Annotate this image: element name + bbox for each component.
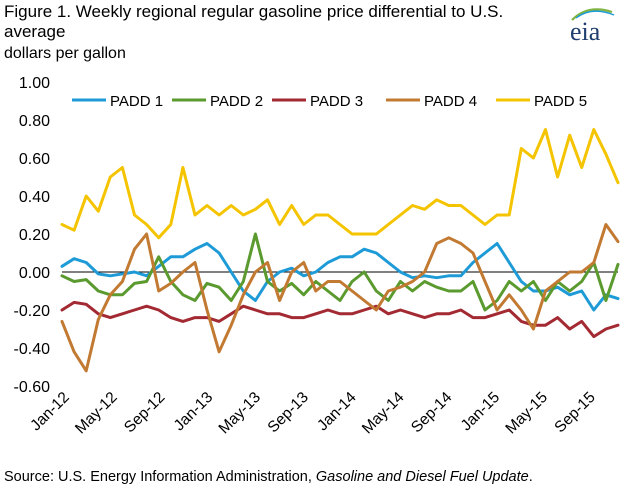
legend-label: PADD 5 (534, 93, 587, 110)
legend-label: PADD 3 (310, 93, 363, 110)
x-tick-label: May-13 (216, 389, 265, 438)
eia-logo: eia (570, 8, 615, 46)
series-group (60, 128, 620, 373)
legend-label: PADD 4 (424, 93, 477, 110)
y-tick-label: 0.00 (19, 265, 50, 282)
x-tick-label: Sep-15 (551, 389, 598, 436)
y-axis-unit-label: dollars per gallon (4, 45, 126, 62)
legend-label: PADD 1 (110, 93, 163, 110)
source-note: Source: U.S. Energy Information Administ… (4, 468, 533, 486)
x-tick-label: Jan-13 (171, 389, 217, 435)
x-tick-label: Sep-14 (408, 389, 456, 437)
y-tick-label: 1.00 (19, 75, 50, 92)
x-tick-label: May-14 (359, 389, 408, 438)
logo-swoosh-icon (571, 8, 613, 21)
legend: PADD 1 PADD 2 PADD 3 PADD 4 PADD 5 (72, 93, 587, 110)
y-tick-label: -0.20 (14, 303, 51, 320)
y-tick-label: 0.20 (19, 227, 50, 244)
x-tick-label: Sep-12 (121, 389, 168, 436)
logo-text: eia (570, 17, 601, 46)
source-suffix: . (528, 469, 533, 485)
x-axis: Jan-12 May-12 Sep-12 Jan-13 May-13 Sep-13 Jan-… (27, 389, 599, 438)
x-tick-label: May-15 (502, 389, 551, 438)
series-line-padd-5 (60, 128, 620, 240)
y-tick-label: 0.40 (19, 189, 50, 206)
y-tick-label: 0.80 (19, 113, 50, 130)
x-tick-label: Jan-15 (458, 389, 504, 435)
y-axis: 1.00 0.80 0.60 0.40 0.20 0.00 -0.20 -0.40 -0.60 (14, 75, 618, 396)
source-prefix: Source: U.S. Energy Information Administ… (4, 469, 316, 485)
legend-label: PADD 2 (210, 93, 263, 110)
chart-title: Figure 1. Weekly regional regular gasoli… (4, 2, 504, 41)
x-tick-label: May-12 (72, 389, 121, 438)
source-publication: Gasoline and Diesel Fuel Update (315, 469, 529, 485)
series-line-padd-4 (60, 223, 620, 373)
x-tick-label: Sep-13 (265, 389, 312, 436)
y-tick-label: -0.40 (14, 341, 51, 358)
y-tick-label: -0.60 (14, 379, 51, 396)
y-tick-label: 0.60 (19, 151, 50, 168)
series-line-padd-3 (60, 300, 620, 339)
x-tick-label: Jan-14 (314, 389, 360, 435)
